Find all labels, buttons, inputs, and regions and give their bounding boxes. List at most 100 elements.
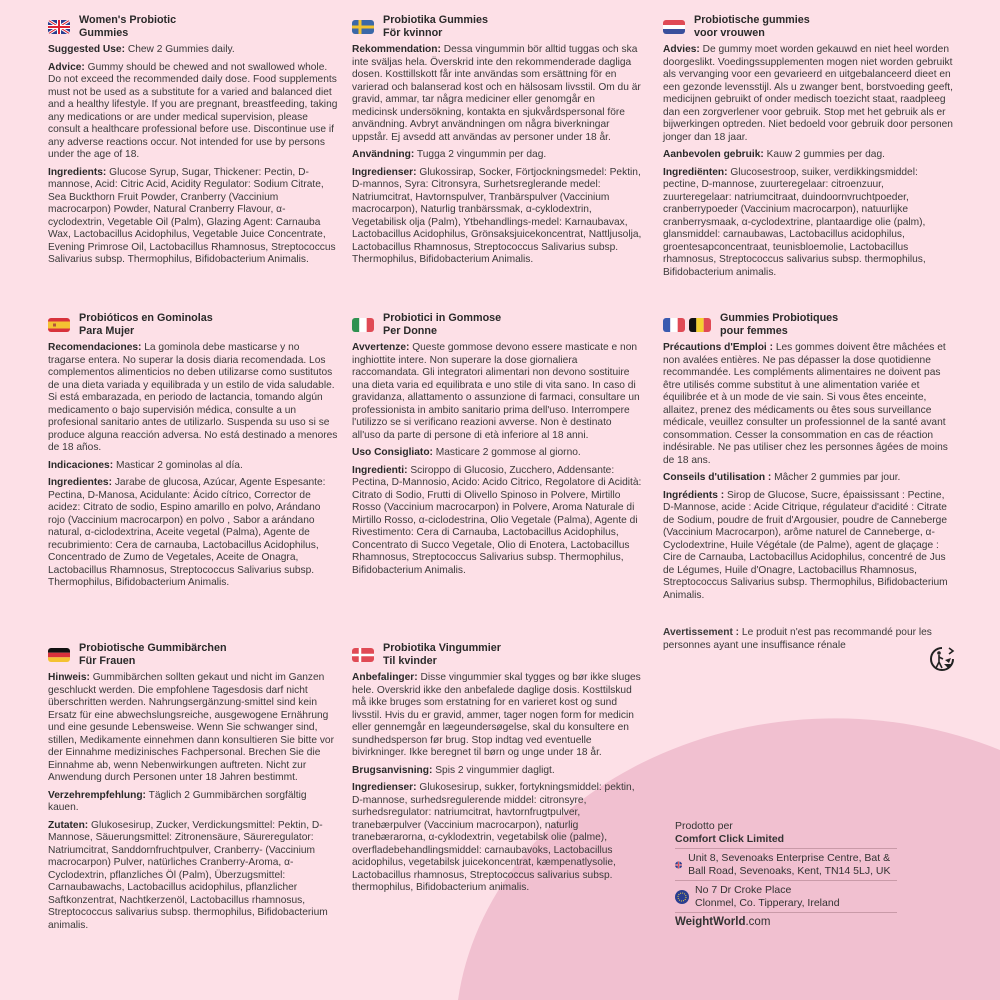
brand-name: WeightWorld <box>675 916 746 928</box>
paragraph-label: Précautions d'Emploi : <box>663 342 773 353</box>
paragraph: Användning: Tugga 2 vingummin per dag. <box>352 149 642 162</box>
paragraph-text: Mâcher 2 gummies par jour. <box>774 472 901 483</box>
sweden-flag-icon <box>352 20 374 34</box>
paragraph-text: Les gommes doivent être mâchées et non a… <box>663 342 948 466</box>
paragraph-text: Tugga 2 vingummin per dag. <box>416 149 547 160</box>
germany-flag-icon <box>48 648 70 662</box>
paragraph: Ingredientes: Jarabe de glucosa, Azúcar,… <box>48 477 338 590</box>
paragraph: Brugsanvisning: Spis 2 vingummier daglig… <box>352 765 642 778</box>
paragraph-label: Ingredienser: <box>352 782 417 793</box>
paragraph-text: La gominola debe masticarse y no tragars… <box>48 342 338 453</box>
background-arc <box>458 718 1000 1000</box>
title-line: Gummies Probiotiques <box>720 312 839 324</box>
paragraph: Ingredienser: Glukosesirup, sukker, fort… <box>352 782 642 895</box>
paragraph: Verzehrempfehlung: Täglich 2 Gummibärche… <box>48 790 338 815</box>
paragraph-label: Ingredients: <box>48 166 107 178</box>
title-line: Per Donne <box>383 325 437 337</box>
eu-flag-icon <box>675 889 689 904</box>
warning-note: Avertissement : Le produit n'est pas rec… <box>663 627 953 652</box>
paragraph-label: Avvertenze: <box>352 342 410 353</box>
paragraph-text: Gummy should be chewed and not swallowed… <box>48 61 338 161</box>
title-line: Gummies <box>79 27 129 39</box>
uk-flag-icon <box>675 860 683 869</box>
paragraph-label: Recomendaciones: <box>48 342 142 353</box>
paragraph: Recomendaciones: La gominola debe mastic… <box>48 342 338 455</box>
paragraph-text: Glukossirap, Socker, Förtjockningsmedel:… <box>352 166 642 266</box>
paragraph-text: Sirop de Glucose, Sucre, épaississant : … <box>663 489 948 601</box>
paragraph-label: Ingredienti: <box>352 464 408 476</box>
section-title: Probiotika Vingummier Til kvinder <box>383 642 501 668</box>
eu-address-row: No 7 Dr Croke Place Clonmel, Co. Tipperar… <box>675 880 897 912</box>
paragraph-label: Zutaten: <box>48 819 89 831</box>
paragraph-label: Ingrédients : <box>663 489 725 501</box>
section-french: Gummies Probiotiques pour femmes Précautio… <box>663 312 953 607</box>
section-title: Women's Probiotic Gummies <box>79 14 176 40</box>
section-spanish: Probióticos en Gominolas Para Mujer Recome… <box>48 312 338 595</box>
paragraph-text: Disse vingummier skal tygges og bør ikke… <box>352 672 641 758</box>
triman-recycling-icon <box>930 647 955 671</box>
title-line: Women's Probiotic <box>79 14 177 26</box>
section-title: Probióticos en Gominolas Para Mujer <box>79 312 213 338</box>
paragraph-label: Rekommendation: <box>352 44 441 55</box>
paragraph: Ingredienser: Glukossirap, Socker, Förtj… <box>352 167 642 267</box>
paragraph: Uso Consigliato: Masticare 2 gommose al … <box>352 447 642 460</box>
paragraph-text: De gummy moet worden gekauwd en niet hee… <box>663 44 953 143</box>
brand-suffix: .com <box>745 916 771 928</box>
title-line: Für Frauen <box>79 655 136 667</box>
title-line: voor vrouwen <box>694 27 765 39</box>
section-swedish: Probiotika Gummies För kvinnor Rekommendat… <box>352 14 642 272</box>
eu-address-line1: No 7 Dr Croke Place <box>695 884 792 896</box>
eu-address-line2: Clonmel, Co. Tipperary, Ireland <box>695 896 840 909</box>
paragraph: Advice: Gummy should be chewed and not s… <box>48 62 338 162</box>
section-german: Probiotische Gummibärchen Für Frauen Hinwe… <box>48 642 338 937</box>
title-line: Probiotische gummies <box>694 14 810 26</box>
paragraph: Ingredienti: Sciroppo di Glucosio, Zucch… <box>352 465 642 578</box>
france-flag-icon <box>663 318 685 332</box>
paragraph-text: Masticar 2 gominolas al día. <box>115 459 243 471</box>
paragraph-label: Conseils d'utilisation : <box>663 472 772 483</box>
section-english: Women's Probiotic Gummies Suggested Use: C… <box>48 14 338 272</box>
title-line: Para Mujer <box>79 325 135 337</box>
warning-text: Le produit n'est pas recommandé pour les… <box>663 627 932 651</box>
paragraph-label: Användning: <box>352 149 415 160</box>
paragraph-label: Brugsanvisning: <box>352 764 433 776</box>
paragraph-label: Suggested Use: <box>48 44 125 55</box>
section-dutch: Probiotische gummies voor vrouwen Advies: … <box>663 14 953 284</box>
paragraph: Anbefalinger: Disse vingummier skal tygg… <box>352 672 642 760</box>
paragraph: Zutaten: Glukosesirup, Zucker, Verdickun… <box>48 820 338 933</box>
uk-address: Unit 8, Sevenoaks Enterprise Centre, Bat… <box>688 852 891 877</box>
title-line: Til kvinder <box>383 655 437 667</box>
section-header: Probiotika Gummies För kvinnor <box>352 14 642 40</box>
section-header: Probióticos en Gominolas Para Mujer <box>48 312 338 338</box>
paragraph-label: Indicaciones: <box>48 459 114 471</box>
paragraph-label: Ingrediënten: <box>663 166 728 178</box>
section-title: Probiotika Gummies För kvinnor <box>383 14 488 40</box>
paragraph: Suggested Use: Chew 2 Gummies daily. <box>48 44 338 57</box>
paragraph-text: Gummibärchen sollten gekaut und nicht im… <box>48 672 334 783</box>
title-line: För kvinnor <box>383 27 443 39</box>
section-title: Probiotische Gummibärchen Für Frauen <box>79 642 227 668</box>
section-header: Probiotische gummies voor vrouwen <box>663 14 953 40</box>
belgium-flag-icon <box>689 318 711 332</box>
website: WeightWorld.com <box>675 912 897 932</box>
uk-flag-icon <box>48 20 70 34</box>
paragraph-label: Ingredienser: <box>352 166 417 178</box>
paragraph-text: Masticare 2 gommose al giorno. <box>435 447 581 458</box>
paragraph-label: Advies: <box>663 44 700 55</box>
paragraph-label: Ingredientes: <box>48 477 112 488</box>
spain-flag-icon <box>48 318 70 332</box>
company-name: Comfort Click Limited <box>675 832 785 845</box>
paragraph-label: Verzehrempfehlung: <box>48 789 146 801</box>
section-header: Gummies Probiotiques pour femmes <box>663 312 953 338</box>
paragraph-text: Glucose Syrup, Sugar, Thickener: Pectin,… <box>48 166 336 266</box>
paragraph: Avvertenze: Queste gommose devono essere… <box>352 342 642 442</box>
paragraph-text: Täglich 2 Gummibärchen sorgfältig kauen. <box>48 789 307 814</box>
paragraph-label: Uso Consigliato: <box>352 447 433 458</box>
paragraph: Précautions d'Emploi : Les gommes doiven… <box>663 342 953 467</box>
warning-label: Avertissement : <box>663 627 740 638</box>
paragraph-text: Kauw 2 gummies per dag. <box>766 149 885 160</box>
section-italian: Probiotici in Gommose Per Donne Avvertenze… <box>352 312 642 582</box>
paragraph-label: Anbefalinger: <box>352 672 418 683</box>
section-danish: Probiotika Vingummier Til kvinder Anbefali… <box>352 642 642 900</box>
uk-address-row: Unit 8, Sevenoaks Enterprise Centre, Bat… <box>675 848 897 880</box>
